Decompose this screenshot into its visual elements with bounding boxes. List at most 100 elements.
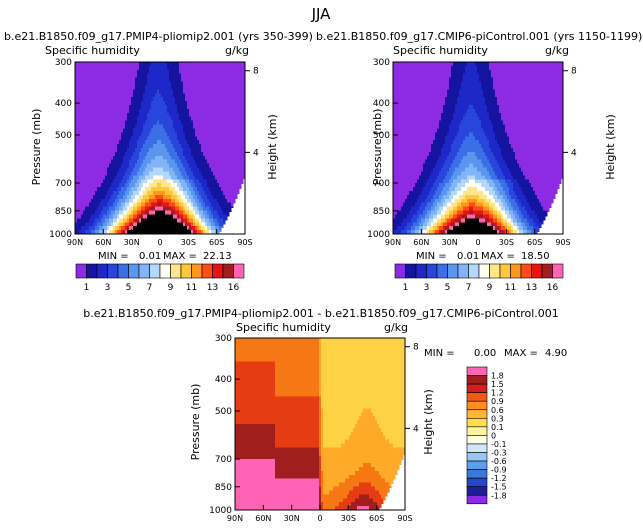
contour-cell <box>171 155 174 161</box>
contour-cell <box>117 73 120 79</box>
contour-cell <box>159 105 162 110</box>
contour-cell <box>189 159 192 165</box>
contour-cell <box>89 128 92 133</box>
contour-cell <box>85 222 88 227</box>
contour-cell <box>133 159 136 165</box>
contour-cell <box>393 151 396 157</box>
contour-cell <box>105 198 108 204</box>
contour-cell <box>195 73 198 79</box>
contour-cell <box>93 73 96 79</box>
contour-cell <box>185 163 188 169</box>
contour-cell <box>149 163 152 169</box>
contour-cell <box>221 101 224 106</box>
contour-cell <box>147 206 150 212</box>
contour-cell <box>197 202 200 208</box>
contour-cell <box>189 179 192 184</box>
contour-cell <box>229 89 232 94</box>
contour-cell <box>105 187 108 192</box>
contour-cell <box>115 108 118 114</box>
contour-cell <box>161 210 164 216</box>
contour-cell <box>87 214 90 219</box>
contour-cell <box>83 112 86 118</box>
contour-cell <box>227 151 230 157</box>
contour-cell <box>231 77 234 83</box>
contour-cell <box>89 191 92 196</box>
contour-cell <box>163 163 166 169</box>
contour-cell <box>131 97 134 102</box>
contour-cell <box>181 97 184 102</box>
contour-cell <box>211 124 214 130</box>
contour-cell <box>213 73 216 79</box>
contour-cell <box>149 155 152 161</box>
contour-cell <box>157 159 160 165</box>
contour-cell <box>145 128 148 133</box>
contour-cell <box>131 218 134 223</box>
contour-cell <box>191 124 194 130</box>
contour-cell <box>209 179 212 184</box>
contour-cell <box>227 214 230 217</box>
contour-cell <box>141 210 144 216</box>
contour-cell <box>75 214 78 219</box>
contour-cell <box>169 128 172 133</box>
contour-cell <box>133 69 136 75</box>
contour-cell <box>217 105 220 110</box>
contour-cell <box>129 136 132 141</box>
contour-cell <box>185 214 188 219</box>
contour-cell <box>213 136 216 141</box>
contour-cell <box>75 105 78 110</box>
contour-cell <box>181 140 184 145</box>
contour-cell <box>141 128 144 133</box>
colorbar-label: 13 <box>207 283 218 293</box>
contour-cell <box>173 191 176 196</box>
contour-cell <box>241 89 244 94</box>
contour-cell <box>139 230 142 235</box>
contour-cell <box>135 175 138 180</box>
contour-cell <box>207 194 210 200</box>
contour-cell <box>183 112 186 118</box>
contour-cell <box>153 206 156 212</box>
contour-cell <box>149 191 152 196</box>
contour-cell <box>211 93 214 98</box>
contour-cell <box>79 77 82 83</box>
contour-cell <box>149 194 152 200</box>
contour-cell <box>167 202 170 208</box>
contour-cell <box>81 128 84 133</box>
contour-cell <box>141 206 144 212</box>
contour-cell <box>171 183 174 188</box>
contour-cell <box>85 167 88 173</box>
contour-cell <box>235 81 238 87</box>
contour-cell <box>165 187 168 192</box>
contour-cell <box>83 206 86 212</box>
contour-cell <box>99 112 102 118</box>
contour-cell <box>109 140 112 145</box>
contour-cell <box>97 124 100 130</box>
contour-cell <box>85 179 88 184</box>
contour-cell <box>81 214 84 219</box>
contour-cell <box>191 140 194 145</box>
contour-cell <box>89 93 92 98</box>
contour-cell <box>119 179 122 184</box>
contour-cell <box>121 128 124 133</box>
contour-cell <box>157 175 160 180</box>
contour-cell <box>199 97 202 102</box>
contour-cell <box>197 77 200 83</box>
contour-cell <box>239 101 242 106</box>
contour-cell <box>175 194 178 200</box>
contour-cell <box>203 210 206 216</box>
contour-cell <box>173 128 176 133</box>
contour-cell <box>219 136 222 141</box>
colorbar-swatch <box>128 263 140 279</box>
contour-cell <box>149 210 152 216</box>
contour-cell <box>185 81 188 87</box>
contour-cell <box>167 140 170 145</box>
contour-cell <box>143 155 146 161</box>
y-axis-right-label: Height (km) <box>266 114 279 180</box>
contour-cell <box>169 230 172 235</box>
contour-cell <box>227 89 230 94</box>
contour-cell <box>163 65 166 71</box>
contour-cell <box>151 93 154 98</box>
contour-cell <box>167 136 170 141</box>
contour-cell <box>161 116 164 122</box>
contour-cell <box>235 171 238 176</box>
